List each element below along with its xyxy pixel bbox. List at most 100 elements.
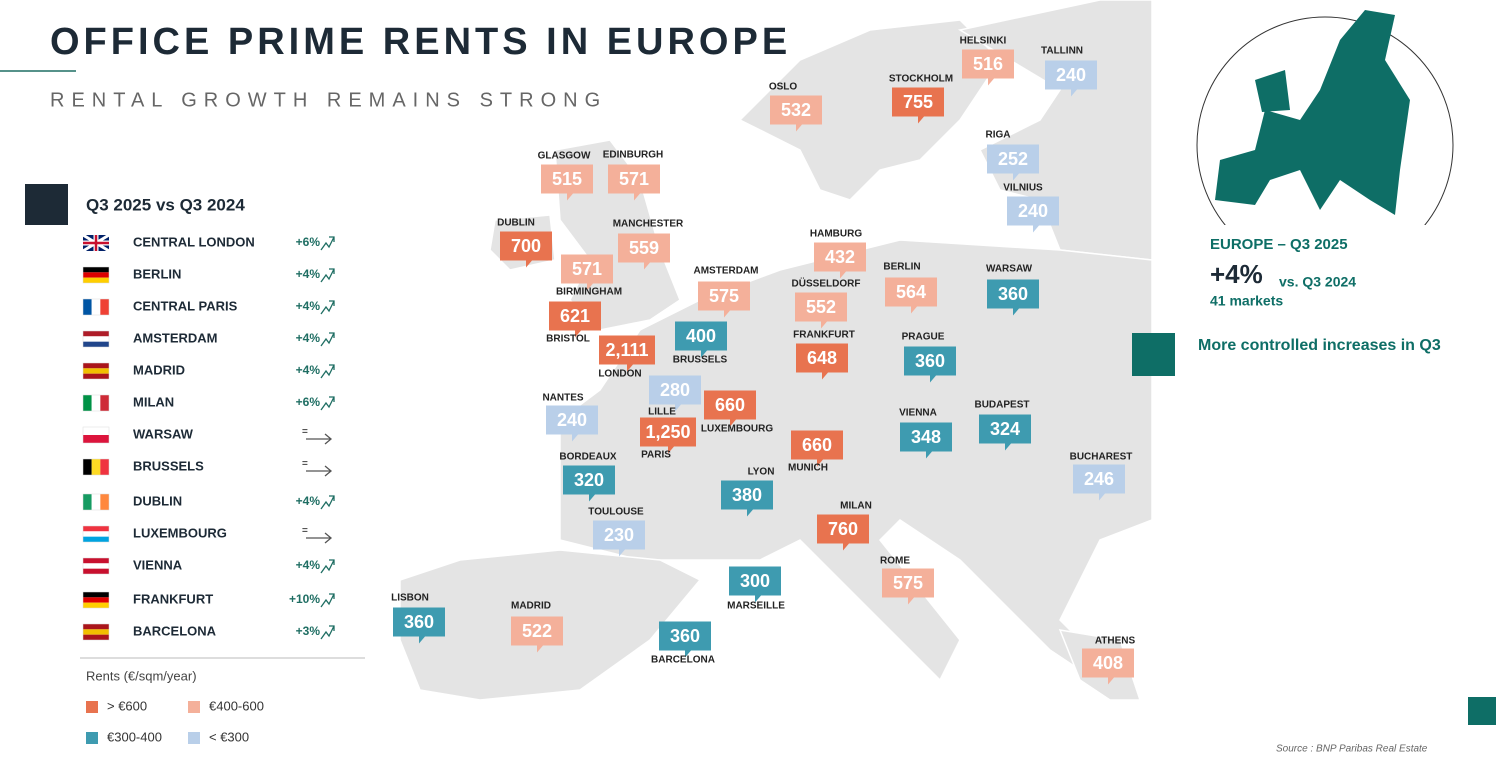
- summary-markets: 41 markets: [1210, 293, 1283, 309]
- city-label: ROME: [880, 556, 910, 567]
- rent-marker: 575 AMSTERDAM: [694, 266, 759, 318]
- rent-marker: 320 BORDEAUX: [559, 452, 617, 502]
- flag-part: [83, 336, 109, 342]
- rent-marker: 515 GLASGOW: [538, 151, 593, 201]
- city-label: MADRID: [511, 601, 551, 612]
- up-arrow: [320, 559, 335, 574]
- flat-arrow: [306, 532, 333, 544]
- flag-border: [82, 394, 110, 412]
- city-label: WARSAW: [986, 264, 1033, 275]
- city-label: ATHENS: [1095, 636, 1136, 647]
- rent-value: 552: [806, 297, 836, 317]
- rent-value: 432: [825, 247, 855, 267]
- rent-value: 1,250: [645, 422, 690, 442]
- rent-marker: 2,111 LONDON: [598, 335, 655, 380]
- rent-marker: 516 HELSINKI: [960, 36, 1014, 86]
- change: +6%: [296, 395, 321, 409]
- up-arrow: [320, 268, 335, 283]
- legend-swatch: [86, 701, 98, 713]
- city-label: MANCHESTER: [613, 219, 684, 230]
- flag-part: [83, 331, 109, 337]
- flag: [82, 426, 110, 444]
- up-arrow: [320, 332, 335, 347]
- city-name: MILAN: [133, 394, 174, 409]
- rent-marker: 571 EDINBURGH: [603, 150, 663, 201]
- rent-box: [987, 144, 1039, 181]
- subtitle: RENTAL GROWTH REMAINS STRONG: [50, 89, 607, 111]
- change: =: [302, 459, 308, 470]
- legend-swatch: [86, 732, 98, 744]
- rent-box: [962, 49, 1014, 86]
- flag-part: [83, 624, 109, 630]
- city-label: GLASGOW: [538, 151, 591, 162]
- up-arrow: [320, 300, 335, 315]
- change: +4%: [296, 267, 321, 281]
- rent-marker: 360 BARCELONA: [651, 621, 715, 666]
- city-name: BARCELONA: [133, 623, 217, 638]
- city-label: PARIS: [641, 450, 671, 461]
- rent-box: [1073, 464, 1125, 501]
- city-label: HAMBURG: [810, 229, 862, 240]
- legend-label: < €300: [209, 729, 249, 744]
- rent-box: [1045, 60, 1097, 97]
- flag: [82, 233, 110, 253]
- flag-part: [91, 299, 101, 315]
- city-name: BERLIN: [133, 266, 181, 281]
- rent-box: [814, 242, 866, 279]
- rent-box: [608, 164, 660, 201]
- legend-label: > €600: [107, 698, 147, 713]
- rent-value: 564: [896, 282, 926, 302]
- city-label: DUBLIN: [497, 218, 535, 229]
- flag-part: [83, 558, 109, 564]
- up-arrow: [320, 495, 335, 510]
- rent-marker: 760 MILAN: [817, 501, 872, 551]
- flag-part: [100, 494, 109, 510]
- rent-value: 360: [998, 284, 1028, 304]
- rent-box: [675, 321, 727, 358]
- rent-marker: 300 MARSEILLE: [727, 566, 785, 612]
- rent-box: [770, 95, 822, 132]
- rent-value: 571: [619, 169, 649, 189]
- change: +4%: [296, 299, 321, 313]
- flag-part: [83, 494, 92, 510]
- rent-marker: 246 BUCHAREST: [1070, 452, 1132, 501]
- legend-swatch: [188, 701, 200, 713]
- flag-part: [83, 341, 109, 347]
- city-label: LYON: [748, 467, 775, 478]
- title: OFFICE PRIME RENTS IN EUROPE: [50, 21, 791, 63]
- summary-title: EUROPE – Q3 2025: [1210, 236, 1348, 253]
- rent-marker: 360 PRAGUE: [902, 332, 956, 383]
- city-label: STOCKHOLM: [889, 74, 953, 85]
- rent-value: 700: [511, 236, 541, 256]
- flag-part: [83, 597, 109, 603]
- flag-part: [83, 568, 109, 574]
- rent-marker: 240 TALLINN: [1041, 46, 1097, 97]
- rent-box: [546, 405, 598, 442]
- legend-label: €300-400: [107, 729, 162, 744]
- city-label: MUNICH: [788, 463, 828, 474]
- flag-part: [83, 531, 109, 537]
- flag-part: [83, 272, 109, 278]
- flag-part: [83, 602, 109, 608]
- flag-border: [82, 266, 110, 284]
- note-box: More controlled increases in Q3: [1198, 337, 1441, 354]
- flag-border: [82, 557, 110, 575]
- city-name: MADRID: [133, 362, 185, 377]
- flag-part: [83, 299, 92, 315]
- rent-value: 516: [973, 54, 1003, 74]
- rent-box: [979, 414, 1031, 451]
- rent-value: 515: [552, 169, 582, 189]
- rent-value: 660: [802, 435, 832, 455]
- rent-value: 2,111: [605, 340, 648, 360]
- city-name: LUXEMBOURG: [133, 525, 227, 540]
- rent-box: [593, 520, 645, 557]
- flag-part: [83, 459, 92, 475]
- rent-value: 324: [990, 419, 1020, 439]
- change: +10%: [289, 592, 320, 606]
- rent-box: [549, 301, 601, 338]
- rent-value: 360: [404, 612, 434, 632]
- flag-part: [83, 592, 109, 598]
- rent-marker: 432 HAMBURG: [810, 229, 866, 279]
- rent-value: 760: [828, 519, 858, 539]
- flag: [82, 557, 110, 575]
